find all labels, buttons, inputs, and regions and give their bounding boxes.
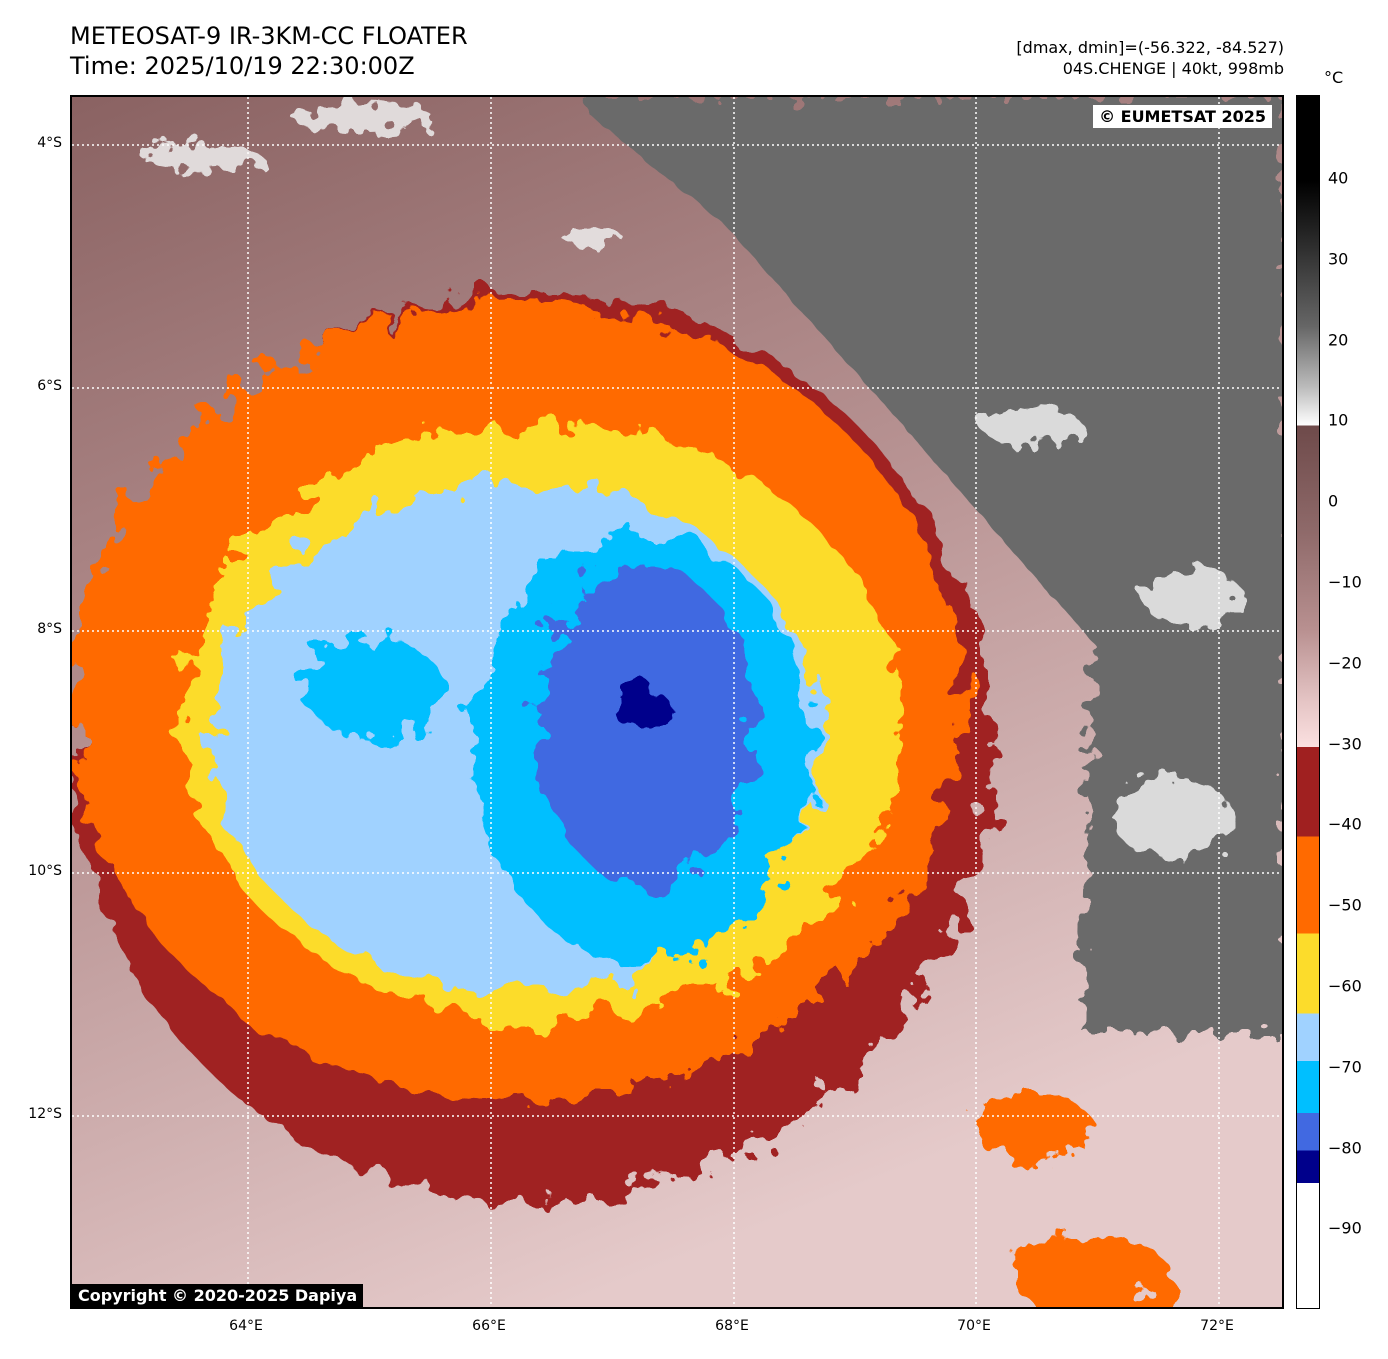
lon-label: 72°E [1200,1318,1234,1334]
ir-imagery [72,97,1282,1307]
band-cyan-left [302,637,442,737]
graticule [72,97,1282,1307]
clear-sky-region [582,97,1282,1032]
figure-time: Time: 2025/10/19 22:30:00Z [70,52,415,80]
colorbar-tick-label: 20 [1328,330,1349,350]
lat-label: 6°S [37,378,62,394]
colorbar-tick-label: 30 [1328,249,1349,269]
lon-label: 70°E [957,1318,991,1334]
lat-label: 12°S [28,1106,62,1122]
colorbar-tick-label: −70 [1328,1057,1362,1077]
eumetsat-watermark: © EUMETSAT 2025 [1093,105,1272,128]
colorbar-tick-label: 10 [1328,410,1349,430]
colorbar-tick-label: −30 [1328,734,1362,754]
data-range: [dmax, dmin]=(-56.322, -84.527) [1016,38,1284,57]
colorbar-tick-label: −10 [1328,572,1362,592]
band-navy [614,687,670,731]
colorbar-tick-label: 40 [1328,168,1349,188]
dapiya-copyright: Copyright © 2020-2025 Dapiya [72,1284,364,1307]
convective-cloud-tops [72,292,1172,1307]
temperature-colorbar [1296,95,1320,1309]
ir-satellite-map: © EUMETSAT 2025 Copyright © 2020-2025 Da… [70,95,1284,1309]
colorbar-tick-label: −90 [1328,1218,1362,1238]
lon-label: 68°E [715,1318,749,1334]
colorbar-tick-label: 0 [1328,491,1339,511]
outer-band-se2 [1012,1237,1172,1307]
colorbar-tick-label: −40 [1328,814,1362,834]
lat-label: 10°S [28,863,62,879]
lon-label: 64°E [229,1318,263,1334]
colorbar-tick-label: −20 [1328,653,1362,673]
storm-info: 04S.CHENGE | 40kt, 998mb [1062,59,1284,78]
low-cloud-patches [142,102,1242,857]
lon-label: 66°E [472,1318,506,1334]
colorbar-tick-label: −80 [1328,1138,1362,1158]
colorbar-tick-label: −60 [1328,976,1362,996]
lat-label: 4°S [37,135,62,151]
outer-band-se [972,1092,1092,1162]
lat-label: 8°S [37,621,62,637]
colorbar-tick-label: −50 [1328,895,1362,915]
colorbar-unit: °C [1324,68,1344,87]
figure-title: METEOSAT-9 IR-3KM-CC FLOATER [70,22,468,50]
